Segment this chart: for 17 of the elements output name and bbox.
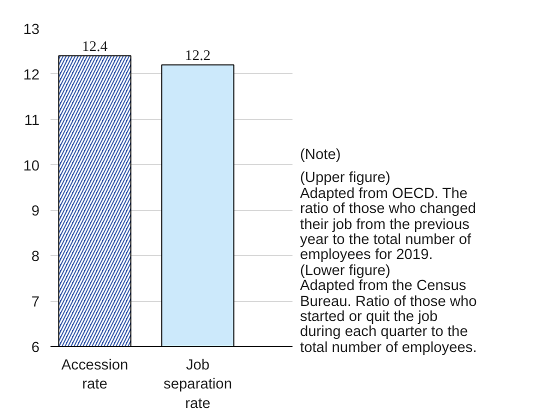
y-tick-label: 7: [31, 294, 40, 311]
text: Adapted from the Census Bureau. Ratio of those who started or quit the job during each quarter to the total number of employees.: [300, 278, 477, 356]
data-label: 12.2: [184, 48, 211, 64]
text: Adapted from OECD. The ratio of those who changed their job from the previous year to the total number of employees for 2019.: [300, 186, 477, 264]
y-tick-label: 8: [31, 249, 40, 266]
y-tick-label: 12: [23, 67, 40, 84]
text: (Note): [300, 147, 342, 164]
data-label: 12.4: [82, 38, 108, 55]
x-tick-label: Job separation rate: [164, 358, 232, 412]
text: (Lower figure): [300, 262, 392, 279]
y-tick-label: 11: [24, 112, 40, 129]
y-tick-label: 13: [23, 22, 40, 38]
y-tick-label: 9: [31, 204, 40, 220]
y-tick-label: 6: [31, 340, 40, 356]
y-tick-label: 10: [23, 158, 40, 174]
text: (Upper figure): [300, 170, 392, 187]
x-tick-label: Accession rate: [61, 358, 128, 393]
